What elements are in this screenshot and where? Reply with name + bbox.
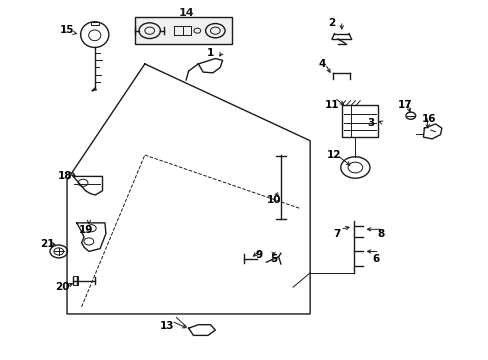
Text: 13: 13 <box>159 321 174 332</box>
Text: 12: 12 <box>326 150 341 160</box>
Text: 9: 9 <box>255 250 262 260</box>
Text: 10: 10 <box>266 195 280 204</box>
Text: 1: 1 <box>206 48 214 58</box>
Bar <box>135 18 232 44</box>
Bar <box>73 276 78 285</box>
Text: 14: 14 <box>178 8 194 18</box>
Text: 20: 20 <box>55 282 69 292</box>
Text: 5: 5 <box>269 253 277 264</box>
Text: 2: 2 <box>328 18 335 28</box>
Text: 17: 17 <box>397 100 411 110</box>
Text: 4: 4 <box>318 59 325 69</box>
Text: 21: 21 <box>40 239 55 249</box>
Text: 11: 11 <box>324 100 339 110</box>
Bar <box>341 105 377 137</box>
Text: 3: 3 <box>366 118 374 128</box>
Text: 18: 18 <box>57 171 72 181</box>
Text: 19: 19 <box>79 225 94 235</box>
Text: 15: 15 <box>60 25 74 35</box>
Text: 8: 8 <box>376 229 384 239</box>
Text: 16: 16 <box>421 114 436 124</box>
Text: 7: 7 <box>332 229 340 239</box>
Text: 6: 6 <box>371 253 379 264</box>
